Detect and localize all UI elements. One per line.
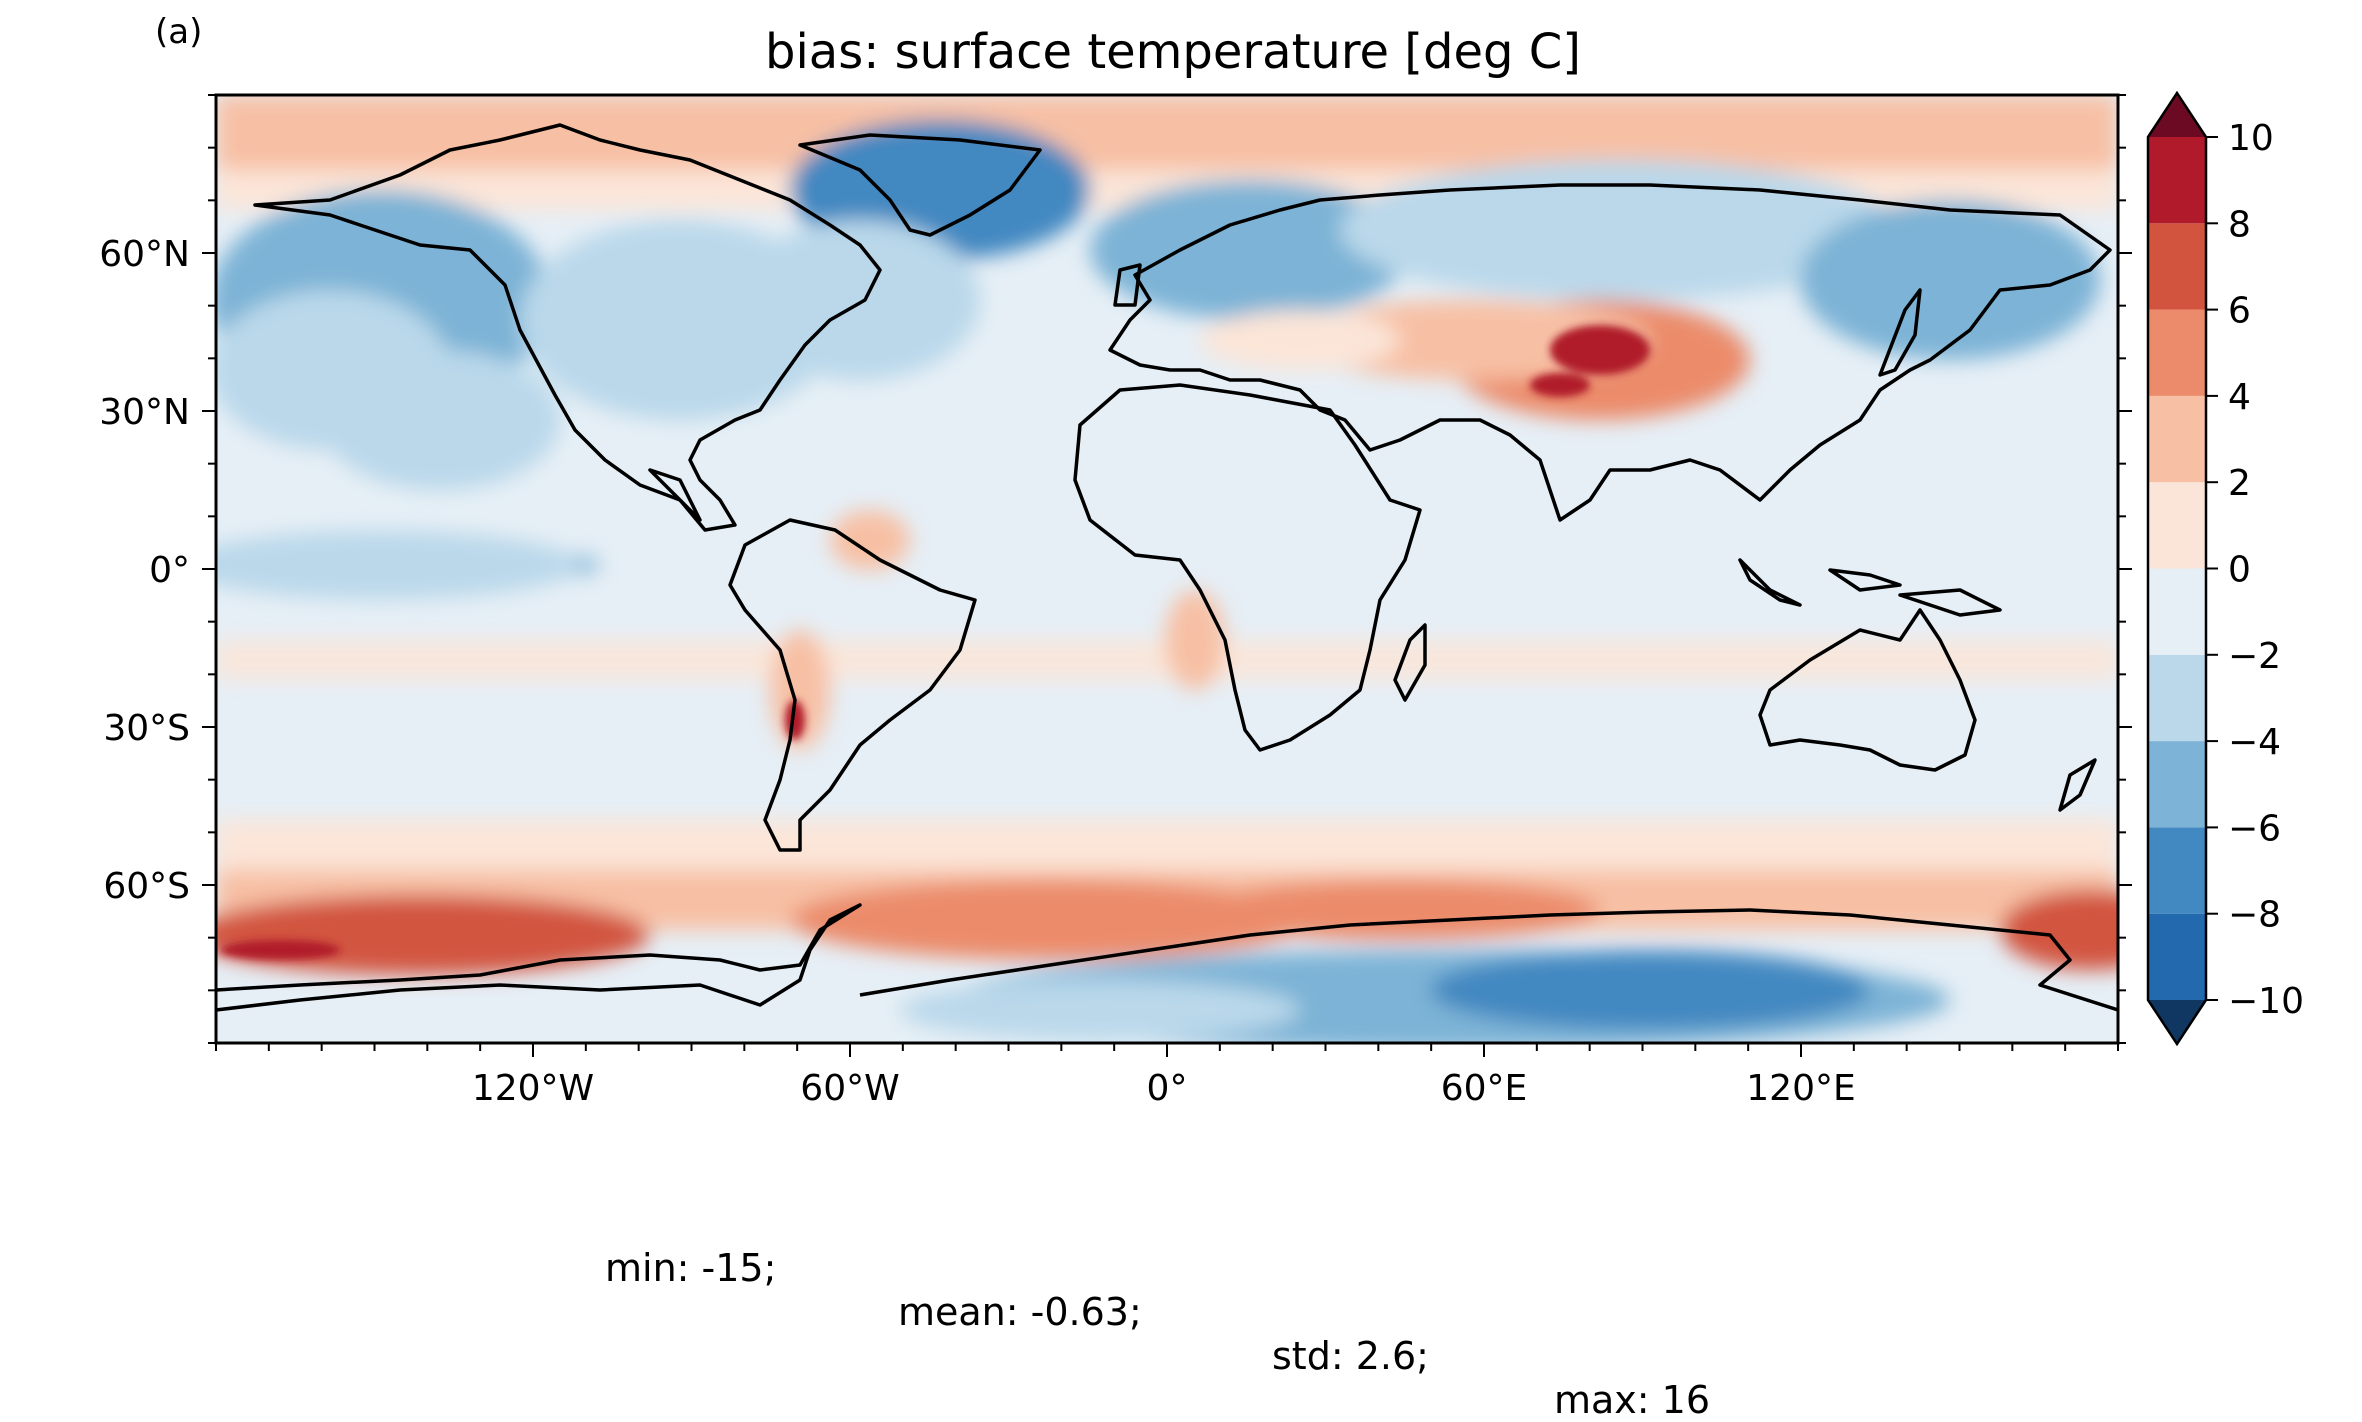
x-tick-label: 120°W bbox=[472, 1068, 594, 1109]
y-tick-label: 0° bbox=[149, 550, 190, 591]
coastlines bbox=[216, 123, 2118, 1012]
bias-field-patches bbox=[216, 95, 2118, 1043]
y-tick-label: 30°N bbox=[99, 392, 190, 433]
stat-min: min: -15; bbox=[605, 1246, 777, 1290]
colorbar: 10 8 6 4 2 0 −2 −4 −6 −8 −10 bbox=[2146, 90, 2304, 1047]
x-tick-label: 60°E bbox=[1441, 1068, 1528, 1109]
colorbar-segment bbox=[2148, 568, 2206, 655]
colorbar-tick-label: 2 bbox=[2228, 463, 2251, 504]
colorbar-tick-label: 0 bbox=[2228, 550, 2251, 591]
y-tick-label: 60°N bbox=[99, 234, 190, 275]
stat-max: max: 16 bbox=[1554, 1378, 1711, 1422]
colorbar-under-extension bbox=[2148, 1000, 2206, 1044]
colorbar-segment bbox=[2148, 309, 2206, 396]
colorbar-segment bbox=[2148, 223, 2206, 310]
colorbar-segment bbox=[2148, 827, 2206, 914]
colorbar-tick-label: −4 bbox=[2228, 722, 2281, 763]
summary-statistics: min: -15; mean: -0.63; std: 2.6; max: 16 bbox=[0, 1202, 2362, 1422]
longitude-axis: 120°W 60°W 0° 60°E 120°E bbox=[215, 1043, 2119, 1109]
y-tick-label: 30°S bbox=[103, 708, 190, 749]
colorbar-segment bbox=[2148, 395, 2206, 483]
colorbar-tick-label: 8 bbox=[2228, 204, 2251, 245]
colorbar-segment bbox=[2148, 654, 2206, 742]
figure: 120°W 60°W 0° 60°E 120°E 60°N30°N0°30°S60°S … bbox=[99, 90, 2304, 1109]
colorbar-tick-label: −6 bbox=[2228, 808, 2281, 849]
colorbar-tick-label: −10 bbox=[2228, 981, 2304, 1022]
colorbar-segment bbox=[2148, 482, 2206, 569]
colorbar-tick-label: 10 bbox=[2228, 118, 2274, 159]
colorbar-over-extension bbox=[2148, 93, 2206, 137]
colorbar-tick-label: −2 bbox=[2228, 636, 2281, 677]
stat-mean: mean: -0.63; bbox=[898, 1290, 1142, 1334]
map-title: bias: surface temperature [deg C] bbox=[0, 24, 2362, 80]
colorbar-tick-label: 6 bbox=[2228, 291, 2251, 332]
colorbar-tick-label: 4 bbox=[2228, 377, 2251, 418]
colorbar-segment bbox=[2148, 913, 2206, 1000]
colorbar-segment bbox=[2148, 137, 2206, 224]
colorbar-segment bbox=[2148, 741, 2206, 828]
y-tick-label: 60°S bbox=[103, 866, 190, 907]
x-tick-label: 60°W bbox=[800, 1068, 899, 1109]
stat-std: std: 2.6; bbox=[1272, 1334, 1429, 1378]
panel-label: (a) bbox=[155, 12, 203, 52]
map-title-text: bias: surface temperature [deg C] bbox=[765, 24, 1581, 80]
colorbar-tick-label: −8 bbox=[2228, 895, 2281, 936]
x-tick-label: 120°E bbox=[1746, 1068, 1855, 1109]
x-tick-label: 0° bbox=[1147, 1068, 1188, 1109]
latitude-axis: 60°N 30°N 0° 30°S 60°S bbox=[99, 94, 2132, 1044]
bias-map bbox=[216, 95, 2118, 1043]
bias-hotspots bbox=[220, 325, 1650, 960]
